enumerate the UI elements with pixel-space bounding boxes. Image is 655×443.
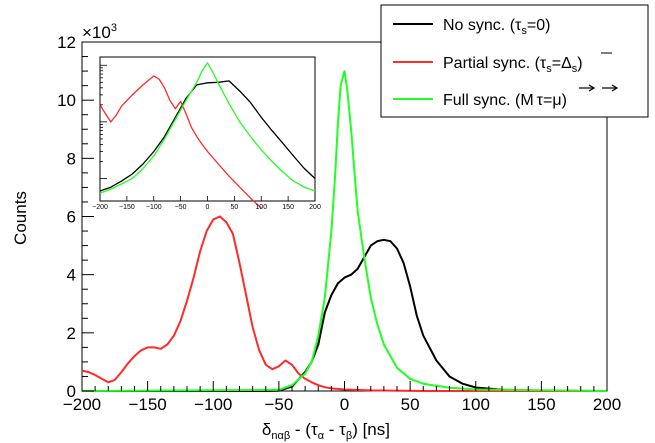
x-tick-label: 150 bbox=[527, 395, 555, 414]
inset-x-tick-label: −100 bbox=[146, 204, 162, 211]
main-series-group bbox=[81, 70, 608, 392]
y-tick-label: 4 bbox=[67, 266, 76, 285]
inset-series-line-partial-sync bbox=[99, 75, 262, 209]
series-line-full-sync bbox=[81, 70, 608, 392]
x-tick-label: 50 bbox=[401, 395, 420, 414]
y-axis-title: Counts bbox=[11, 191, 30, 245]
y-axis: 0 2 4 6 8 10 12 bbox=[57, 33, 94, 401]
legend-label-partial-sync: Partial sync. (τs=Δs) bbox=[443, 55, 583, 75]
inset-series-group bbox=[99, 62, 316, 209]
inset-x-tick-label: 100 bbox=[255, 204, 267, 211]
y-tick-label: 6 bbox=[67, 208, 76, 227]
inset-x-tick-label: 150 bbox=[282, 204, 294, 211]
legend: No sync. (τs=0) Partial sync. (τs=Δs) Fu… bbox=[380, 4, 649, 118]
inset-x-tick-label: −200 bbox=[92, 204, 108, 211]
y-tick-label: 8 bbox=[67, 149, 76, 168]
inset-series-line-no-sync-s-0 bbox=[99, 80, 316, 192]
x-tick-label: −200 bbox=[63, 395, 101, 414]
y-tick-label: 10 bbox=[57, 91, 76, 110]
x-tick-label: 0 bbox=[340, 395, 349, 414]
x-tick-label: −100 bbox=[194, 395, 232, 414]
inset-y-axis bbox=[100, 64, 107, 179]
x-axis: −200 −150 −100 −50 0 50 100 150 200 bbox=[63, 381, 621, 414]
inset-series-line-full-sync bbox=[99, 62, 316, 194]
x-tick-label: −50 bbox=[264, 395, 293, 414]
inset-x-tick-label: 50 bbox=[230, 204, 238, 211]
y-tick-label: 0 bbox=[67, 382, 76, 401]
inset-x-tick-label: −150 bbox=[119, 204, 135, 211]
y-tick-label: 2 bbox=[67, 324, 76, 343]
series-line-no-sync-s-0 bbox=[82, 238, 608, 392]
inset-x-axis: −200 −150 −100 −50 0 50 100 150 200 bbox=[92, 196, 321, 211]
inset-plot: −200 −150 −100 −50 0 50 100 150 200 bbox=[92, 56, 321, 211]
legend-vector-arrows bbox=[579, 84, 619, 92]
legend-label-full-sync: Full sync. (M τ=μ) bbox=[443, 92, 567, 109]
x-tick-label: 200 bbox=[593, 395, 621, 414]
x-axis-title: δnαβ - (τα - τβ) [ns] bbox=[262, 420, 390, 442]
series-line-partial-sync bbox=[81, 215, 607, 392]
inset-frame bbox=[99, 56, 316, 202]
inset-x-tick-label: 0 bbox=[206, 204, 210, 211]
inset-x-tick-label: 200 bbox=[309, 204, 321, 211]
x-tick-label: −150 bbox=[128, 395, 166, 414]
legend-label-no-sync: No sync. (τs=0) bbox=[443, 17, 550, 37]
y-tick-label: 12 bbox=[57, 33, 76, 52]
y-multiplier: ×103 bbox=[82, 22, 117, 42]
inset-x-tick-label: −50 bbox=[175, 204, 187, 211]
x-tick-label: 100 bbox=[462, 395, 490, 414]
